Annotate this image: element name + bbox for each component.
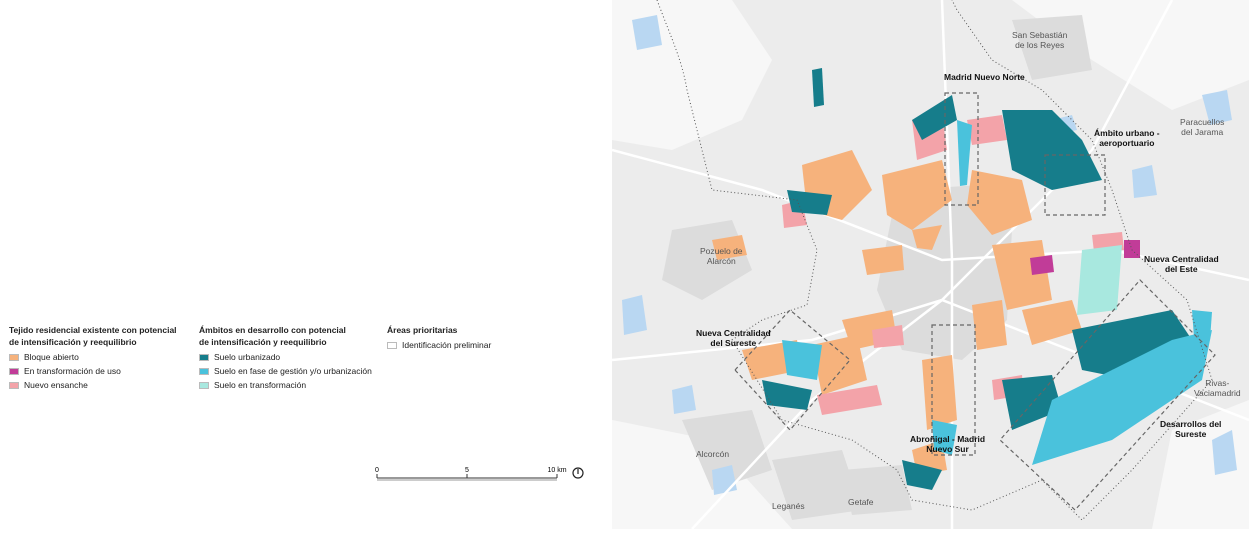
legend-title-line: Ámbitos en desarrollo con potencial xyxy=(199,325,346,335)
legend-swatch xyxy=(9,381,19,389)
area-label-line: Nuevo Sur xyxy=(926,444,969,454)
place-label-line: San Sebastián xyxy=(1012,30,1068,40)
legend-item: Bloque abierto xyxy=(9,350,177,364)
legend-swatch xyxy=(199,353,209,361)
scale-label: 5 xyxy=(465,467,469,474)
place-label-line: Alarcón xyxy=(706,256,736,266)
area-label: Ámbito urbano - aeroportuario xyxy=(1094,128,1160,148)
area-label-line: del Este xyxy=(1165,264,1198,274)
legend-label: En transformación de uso xyxy=(24,366,121,376)
area-label: Madrid Nuevo Norte xyxy=(944,72,1025,82)
legend-swatch xyxy=(9,353,19,361)
area-label: Desarrollos del Sureste xyxy=(1160,419,1221,439)
legend-label: Suelo en transformación xyxy=(214,380,307,390)
area-label: Abroñigal - Madrid Nuevo Sur xyxy=(910,434,985,454)
area-label-line: Sureste xyxy=(1175,429,1207,439)
legend-title-line: Tejido residencial existente con potenci… xyxy=(9,325,177,335)
legend-swatch xyxy=(199,381,209,389)
place-label-line: Pozuelo de xyxy=(700,246,743,256)
legend-title: Áreas prioritarias xyxy=(387,324,491,336)
legend-group: Tejido residencial existente con potenci… xyxy=(9,324,177,392)
legend-title-line: de intensificación y reequilibrio xyxy=(9,337,137,347)
place-label: Alcorcón xyxy=(696,449,729,459)
area-label-line: Desarrollos del xyxy=(1160,419,1222,429)
place-label: Pozuelo de Alarcón xyxy=(700,246,743,266)
legend-item: Nuevo ensanche xyxy=(9,378,177,392)
place-label-line: Alcorcón xyxy=(696,449,730,459)
area-label: Nueva Centralidad del Este xyxy=(1144,254,1219,274)
place-label: Rivas- Vaciamadrid xyxy=(1194,378,1241,398)
place-label-line: Vaciamadrid xyxy=(1194,388,1241,398)
area-label: Nueva Centralidad del Sureste xyxy=(696,328,771,348)
place-label-line: Leganés xyxy=(772,501,805,511)
legend-label: Suelo urbanizado xyxy=(214,352,281,362)
area-label-line: Madrid Nuevo Norte xyxy=(944,72,1025,82)
legend-group: Áreas prioritarias Identificación prelimi… xyxy=(387,324,491,352)
legend-label: Bloque abierto xyxy=(24,352,79,362)
legend-item: Suelo en fase de gestión y/o urbanizació… xyxy=(199,364,372,378)
place-label-line: Rivas- xyxy=(1205,378,1230,388)
legend-title: Tejido residencial existente con potenci… xyxy=(9,324,177,348)
scale-label: 10 km xyxy=(547,467,566,474)
legend-title: Ámbitos en desarrollo con potencial de in… xyxy=(199,324,372,348)
legend-item: En transformación de uso xyxy=(9,364,177,378)
legend-item: Suelo en transformación xyxy=(199,378,372,392)
place-label-line: de los Reyes xyxy=(1015,40,1065,50)
legend-item: Suelo urbanizado xyxy=(199,350,372,364)
legend-label: Suelo en fase de gestión y/o urbanizació… xyxy=(214,366,372,376)
place-label: San Sebastián de los Reyes xyxy=(1012,30,1067,50)
legend-label: Nuevo ensanche xyxy=(24,380,88,390)
area-label-line: Nueva Centralidad xyxy=(696,328,771,338)
area-label-line: Nueva Centralidad xyxy=(1144,254,1219,264)
area-label-line: del Sureste xyxy=(710,338,757,348)
place-label: Paracuellos del Jarama xyxy=(1180,117,1224,137)
legend-group: Ámbitos en desarrollo con potencial de in… xyxy=(199,324,372,392)
legend-item: Identificación preliminar xyxy=(387,338,491,352)
area-label-line: Ámbito urbano - xyxy=(1094,128,1160,138)
scale-label: 0 xyxy=(375,467,379,474)
place-label-line: Getafe xyxy=(848,497,874,507)
legend-title-line: Áreas prioritarias xyxy=(387,325,458,335)
place-label-line: Paracuellos xyxy=(1180,117,1225,127)
place-label-line: del Jarama xyxy=(1181,127,1224,137)
legend-swatch xyxy=(387,341,397,349)
place-label: Getafe xyxy=(848,497,874,507)
map-canvas xyxy=(611,0,1249,530)
scale-bar: 0 5 10 km xyxy=(375,467,584,481)
area-label-line: aeroportuario xyxy=(1099,138,1155,148)
legend-label: Identificación preliminar xyxy=(402,340,492,350)
place-label: Leganés xyxy=(772,501,805,511)
legend-title-line: de intensificación y reequilibrio xyxy=(199,337,327,347)
map: San Sebastián de los Reyes Paracuellos del … xyxy=(611,0,1249,530)
legend-swatch xyxy=(199,367,209,375)
area-label-line: Abroñigal - Madrid xyxy=(910,434,986,444)
legend-swatch xyxy=(9,367,19,375)
